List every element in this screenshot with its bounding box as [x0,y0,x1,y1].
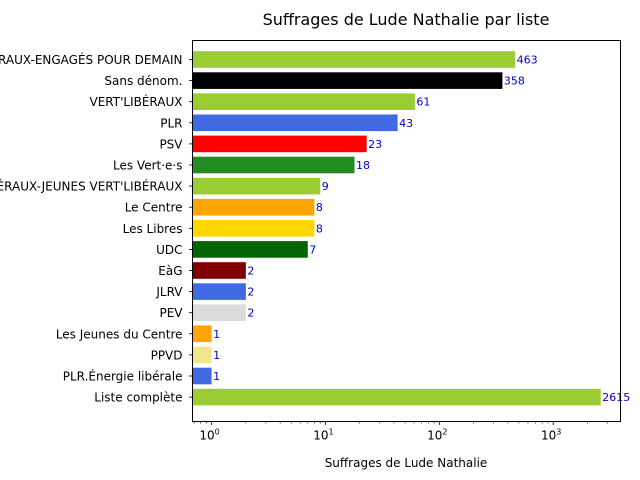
y-tick-label: PLR [160,116,182,130]
y-tick-label: VERT'LIBÉRAUX-ENGAGÉS POUR DEMAIN [0,52,183,67]
bar [192,72,503,89]
y-tick-label: Les Jeunes du Centre [56,327,183,341]
y-tick-label: PSV [159,137,183,151]
data-label: 1 [213,328,220,341]
bar [192,93,415,110]
y-tick-label: Liste complète [94,391,182,405]
data-label: 8 [316,222,323,235]
bar [192,262,246,279]
bar [192,156,355,174]
x-axis-ticks: 100 101 102 103 [193,421,608,443]
data-label: 9 [322,180,329,193]
y-tick-label: PPVD [151,348,183,362]
bar [192,198,315,216]
data-label: 1 [213,370,220,383]
bar [192,177,321,195]
data-label: 463 [517,54,538,67]
data-label: 1 [213,349,220,362]
y-tick-label: VERT'LIBÉRAUX-JEUNES VERT'LIBÉRAUX [0,179,183,194]
y-tick-label: EàG [158,264,182,278]
bar [192,367,212,385]
y-tick-label: UDC [156,243,182,257]
data-label: 2 [247,286,254,299]
bar [192,220,315,237]
data-label: 18 [356,159,370,172]
x-tick-label: 103 [541,428,561,443]
data-label: 2 [247,265,254,278]
x-tick-label: 101 [313,428,333,443]
bar [192,325,212,343]
bar [192,241,308,258]
bar [192,388,601,406]
x-tick-label: 100 [199,428,219,443]
y-tick-label: PLR.Énergie libérale [63,369,183,384]
data-label: 61 [416,96,430,109]
y-tick-label: Les Libres [123,222,183,236]
bar [192,283,246,300]
data-label: 23 [368,138,382,151]
bar [192,346,212,364]
data-label: 2615 [602,391,630,404]
y-tick-label: PEV [159,306,183,320]
bar [192,114,398,132]
bar [192,304,246,321]
x-axis-title: Suffrages de Lude Nathalie [325,456,488,470]
x-tick-label: 102 [427,428,447,443]
bar [192,51,516,68]
y-tick-label: Le Centre [125,201,183,215]
y-tick-label: Les Vert·e·s [113,159,183,173]
data-label: 7 [309,243,316,256]
data-label: 358 [504,75,525,88]
y-tick-label: JLRV [155,285,183,299]
data-label: 2 [247,307,254,320]
data-label: 8 [316,201,323,214]
bars-group [192,51,601,406]
data-label: 43 [399,117,413,130]
y-tick-label: VERT'LIBÉRAUX [90,94,183,109]
y-tick-labels: VERT'LIBÉRAUX-ENGAGÉS POUR DEMAIN Sans dé… [0,52,193,405]
bar [192,135,367,153]
y-tick-label: Sans dénom. [104,74,182,88]
plot-frame [192,40,621,422]
chart-title: Suffrages de Lude Nathalie par liste [263,10,550,29]
